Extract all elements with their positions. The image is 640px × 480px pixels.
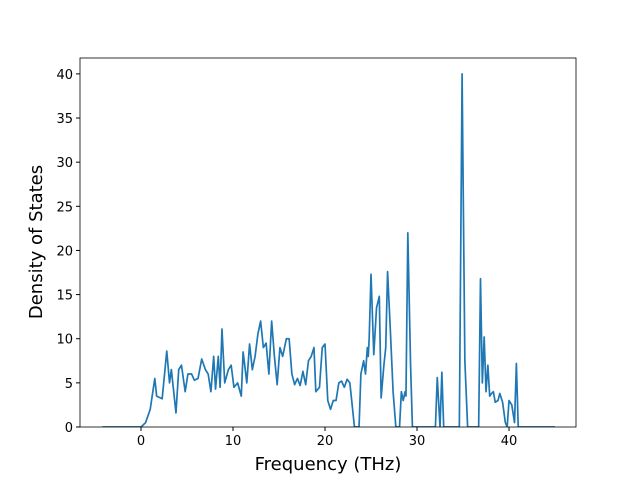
y-axis-label: Density of States	[26, 165, 47, 319]
series-line	[102, 73, 556, 427]
y-tick-label: 10	[56, 333, 73, 348]
x-tick-label: 0	[137, 434, 145, 449]
y-tick-label: 35	[56, 112, 73, 127]
x-tick-label: 20	[317, 434, 334, 449]
y-tick-label: 25	[56, 200, 73, 215]
y-tick-label: 20	[56, 244, 73, 259]
x-tick-label: 30	[409, 434, 426, 449]
x-tick-label: 10	[225, 434, 242, 449]
x-tick-label: 40	[501, 434, 518, 449]
y-tick-label: 40	[56, 68, 73, 83]
y-tick-label: 0	[65, 421, 73, 436]
y-tick-label: 30	[56, 156, 73, 171]
plot-frame	[79, 57, 577, 428]
y-tick-label: 5	[65, 377, 73, 392]
x-axis-label: Frequency (THz)	[255, 454, 402, 475]
y-tick-label: 15	[56, 289, 73, 304]
